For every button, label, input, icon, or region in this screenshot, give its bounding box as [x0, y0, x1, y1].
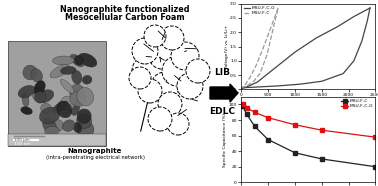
Ellipse shape	[43, 118, 57, 134]
Circle shape	[148, 107, 172, 131]
Circle shape	[132, 55, 164, 87]
Ellipse shape	[39, 107, 60, 124]
Ellipse shape	[50, 64, 69, 78]
Bar	[8, 41, 106, 146]
Text: 100 μm: 100 μm	[14, 138, 30, 142]
Circle shape	[151, 72, 179, 100]
Ellipse shape	[21, 107, 33, 115]
Circle shape	[144, 25, 166, 47]
Text: Nanographite functionalized: Nanographite functionalized	[60, 5, 190, 14]
Text: 100 nm: 100 nm	[14, 142, 31, 146]
Ellipse shape	[40, 103, 51, 114]
Ellipse shape	[70, 84, 84, 100]
Circle shape	[132, 38, 158, 64]
Circle shape	[162, 56, 192, 86]
Ellipse shape	[36, 90, 54, 103]
Ellipse shape	[60, 66, 76, 74]
Ellipse shape	[45, 126, 59, 136]
Ellipse shape	[70, 100, 80, 115]
Ellipse shape	[77, 113, 91, 129]
FancyArrow shape	[210, 84, 238, 102]
Ellipse shape	[62, 120, 75, 132]
Circle shape	[149, 43, 175, 69]
Ellipse shape	[53, 56, 74, 65]
Ellipse shape	[70, 54, 84, 67]
Ellipse shape	[22, 92, 29, 107]
Ellipse shape	[34, 81, 45, 95]
Ellipse shape	[74, 56, 84, 65]
Ellipse shape	[60, 96, 75, 110]
Ellipse shape	[34, 91, 46, 103]
Bar	[8, 134, 106, 146]
Y-axis label: Specific Capacitance (%): Specific Capacitance (%)	[223, 112, 227, 167]
Ellipse shape	[52, 120, 64, 132]
Text: LIB: LIB	[214, 68, 230, 77]
Circle shape	[167, 113, 189, 135]
Circle shape	[171, 42, 199, 70]
Ellipse shape	[23, 65, 37, 80]
Ellipse shape	[60, 79, 74, 93]
Text: Nanographite: Nanographite	[68, 148, 122, 154]
Circle shape	[177, 73, 203, 99]
Ellipse shape	[31, 69, 43, 82]
Ellipse shape	[33, 88, 44, 101]
Circle shape	[160, 26, 184, 50]
Ellipse shape	[77, 87, 94, 106]
Ellipse shape	[77, 109, 91, 124]
Text: EDLC: EDLC	[209, 107, 235, 116]
Circle shape	[186, 59, 210, 83]
X-axis label: Specific Capacity(mAh/g): Specific Capacity(mAh/g)	[277, 99, 339, 104]
Ellipse shape	[77, 121, 94, 138]
Ellipse shape	[79, 53, 97, 67]
Ellipse shape	[73, 123, 82, 133]
Ellipse shape	[52, 101, 68, 113]
Legend: MSU-F-C-G, MSU-F-C: MSU-F-C-G, MSU-F-C	[243, 6, 276, 16]
Circle shape	[138, 79, 162, 103]
Text: (intra-penetrating electrical network): (intra-penetrating electrical network)	[45, 155, 144, 160]
Circle shape	[129, 67, 151, 89]
Text: Mesocellular Carbon Foam: Mesocellular Carbon Foam	[65, 13, 185, 22]
Ellipse shape	[57, 101, 72, 118]
Ellipse shape	[18, 85, 35, 98]
Legend: MSU-F-C, MSU-F-C-G: MSU-F-C, MSU-F-C-G	[341, 99, 373, 109]
Ellipse shape	[82, 75, 92, 84]
Y-axis label: Voltage(V) vs. Li/Li+: Voltage(V) vs. Li/Li+	[225, 24, 229, 69]
Circle shape	[158, 92, 182, 116]
Ellipse shape	[72, 70, 82, 84]
Ellipse shape	[70, 91, 86, 107]
